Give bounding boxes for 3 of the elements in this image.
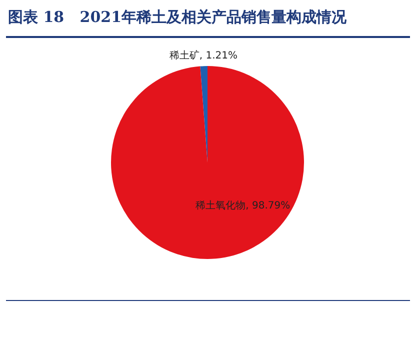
slice-label: 稀土矿, 1.21% <box>169 50 238 62</box>
chart-title: 图表 18 2021年稀土及相关产品销售量构成情况 <box>8 8 348 27</box>
slice-label: 稀土氧化物, 98.79% <box>196 199 290 212</box>
